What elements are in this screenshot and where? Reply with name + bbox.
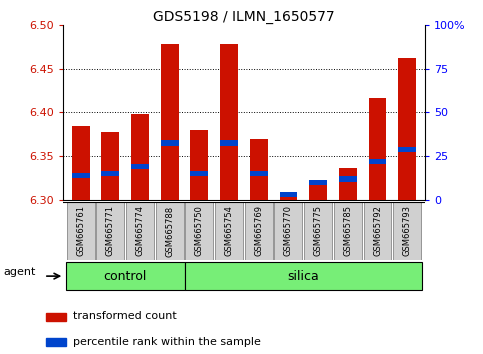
FancyBboxPatch shape [66,262,185,290]
Bar [161,44,179,200]
FancyBboxPatch shape [364,202,392,259]
Text: control: control [103,270,147,282]
Bar [46,338,66,346]
Bar [250,139,268,200]
Bar [280,192,298,198]
Title: GDS5198 / ILMN_1650577: GDS5198 / ILMN_1650577 [153,10,335,24]
Bar [71,173,89,178]
Bar [280,193,298,200]
Text: transformed count: transformed count [73,311,177,321]
Text: GSM665770: GSM665770 [284,205,293,257]
FancyBboxPatch shape [185,262,422,290]
Text: GSM665785: GSM665785 [343,205,352,257]
Bar [220,44,238,200]
Bar [309,180,327,185]
Bar [339,169,357,200]
FancyBboxPatch shape [156,202,184,259]
Text: agent: agent [3,267,36,277]
Text: GSM665750: GSM665750 [195,206,204,256]
Text: percentile rank within the sample: percentile rank within the sample [73,337,261,347]
Bar [71,126,89,200]
FancyBboxPatch shape [245,202,273,259]
Bar [190,171,208,176]
Text: GSM665761: GSM665761 [76,205,85,257]
FancyBboxPatch shape [185,202,213,259]
Bar [250,171,268,176]
Text: GSM665771: GSM665771 [106,205,115,257]
FancyBboxPatch shape [274,202,302,259]
Bar [369,159,386,164]
FancyBboxPatch shape [126,202,154,259]
Text: GSM665774: GSM665774 [136,205,144,257]
FancyBboxPatch shape [393,202,421,259]
Text: GSM665754: GSM665754 [225,206,234,256]
FancyBboxPatch shape [334,202,362,259]
Bar [131,114,149,200]
Text: GSM665775: GSM665775 [313,205,323,257]
Bar [190,130,208,200]
Bar [398,58,416,200]
Bar [398,147,416,152]
Text: GSM665769: GSM665769 [254,205,263,257]
FancyBboxPatch shape [96,202,124,259]
Bar [339,176,357,182]
Bar [220,141,238,146]
Text: silica: silica [287,270,319,282]
FancyBboxPatch shape [215,202,243,259]
FancyBboxPatch shape [67,202,95,259]
Bar [369,98,386,200]
Text: GSM665788: GSM665788 [165,205,174,257]
Text: GSM665793: GSM665793 [403,205,412,257]
Bar [131,164,149,169]
FancyBboxPatch shape [304,202,332,259]
Bar [161,141,179,146]
Bar [309,181,327,200]
Bar [101,132,119,200]
Bar [46,313,66,321]
Bar [101,171,119,176]
Text: GSM665792: GSM665792 [373,206,382,256]
